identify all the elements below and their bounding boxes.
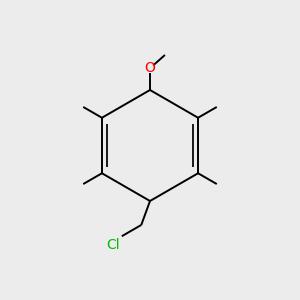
Text: Cl: Cl [107, 238, 120, 252]
Text: O: O [145, 61, 155, 74]
